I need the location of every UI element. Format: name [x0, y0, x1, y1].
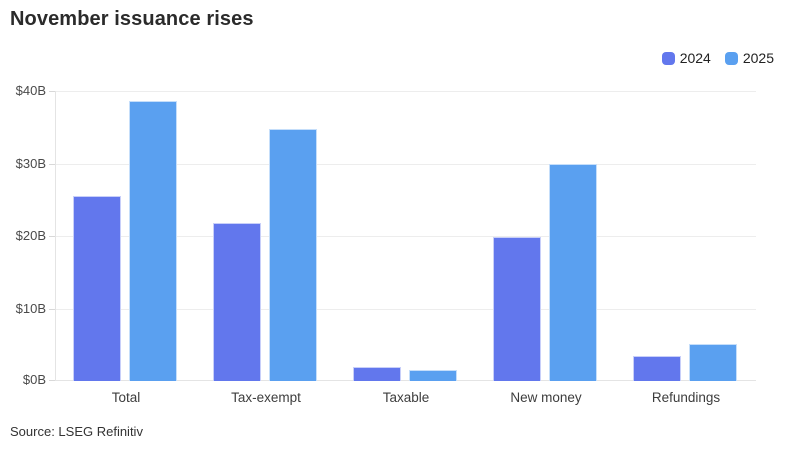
y-axis-label-40: $40B: [15, 83, 46, 98]
x-axis-label-taxable: Taxable: [382, 390, 430, 405]
bar-2025-total: [129, 101, 177, 381]
legend-label-2024: 2024: [679, 50, 711, 66]
legend-swatch-2024-icon: [661, 51, 675, 65]
y-axis-tick-10: [49, 309, 55, 310]
y-axis-tick-40: [49, 91, 55, 92]
bar-2024-refundings: [633, 356, 681, 381]
y-axis-label-10: $10B: [15, 301, 46, 316]
y-axis-tick-30: [49, 164, 55, 165]
page-title: November issuance rises: [10, 8, 254, 30]
bar-2025-tax-exempt: [269, 129, 317, 381]
bar-2025-taxable: [409, 370, 457, 381]
plot-area: $0B $10B $20B $30B $40B Total Tax-exempt Taxabl…: [16, 84, 756, 405]
x-axis-label-new-money: New money: [510, 390, 582, 405]
gridline-30: [56, 164, 756, 165]
legend-item-2025: 2025: [724, 50, 774, 66]
gridline-0: [56, 380, 756, 381]
y-axis-tick-20: [49, 236, 55, 237]
legend-label-2025: 2025: [742, 50, 774, 66]
y-axis-label-20: $20B: [15, 228, 46, 243]
y-axis-tick-0: [49, 380, 55, 381]
source-note: Source: LSEG Refinitiv: [10, 424, 143, 439]
y-axis-label-0: $0B: [22, 372, 46, 387]
gridline-10: [56, 309, 756, 310]
legend-item-2024: 2024: [661, 50, 711, 66]
legend: 2024 2025: [661, 50, 774, 66]
bar-2024-tax-exempt: [213, 222, 261, 381]
x-axis-label-total: Total: [111, 390, 141, 405]
x-axis-label-refundings: Refundings: [651, 390, 721, 405]
bar-2024-total: [73, 196, 121, 381]
bar-2024-new-money: [493, 237, 541, 381]
bar-2025-new-money: [549, 163, 597, 381]
gridline-20: [56, 236, 756, 237]
bar-2024-taxable: [353, 367, 401, 381]
bar-2025-refundings: [689, 344, 737, 381]
gridline-40: [56, 91, 756, 92]
y-axis-label-30: $30B: [15, 156, 46, 171]
x-axis-label-tax-exempt: Tax-exempt: [231, 390, 301, 405]
legend-swatch-2025-icon: [724, 51, 738, 65]
